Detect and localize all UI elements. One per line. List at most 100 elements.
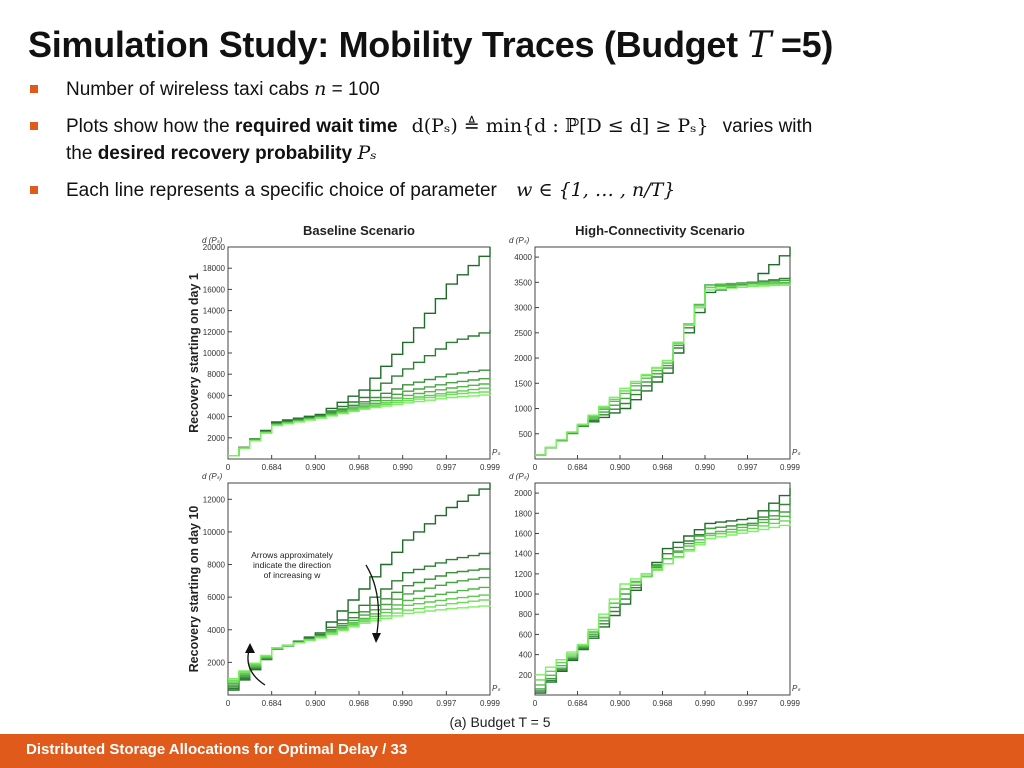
- col-title-baseline: Baseline Scenario: [303, 223, 415, 238]
- row-label-day10: Recovery starting on day 10: [187, 506, 201, 673]
- x-tick-label: 0.900: [305, 463, 326, 472]
- plot-frame: [534, 482, 791, 696]
- x-tick-label: 0.684: [567, 463, 588, 472]
- arrow-head: [245, 643, 255, 653]
- series-line: [228, 605, 491, 680]
- x-axis-label: Pₛ: [492, 684, 501, 693]
- y-tick-label: 1500: [514, 379, 532, 388]
- bullet-marker: [30, 186, 38, 194]
- y-axis-label: d (Pₛ): [509, 472, 530, 481]
- row-label-day1: Recovery starting on day 1: [187, 273, 201, 433]
- bullet-list: Number of wireless taxi cabs n = 100 Plo…: [28, 76, 998, 214]
- x-tick-label: 0: [533, 699, 538, 708]
- y-tick-label: 6000: [207, 593, 225, 602]
- x-axis-label: Pₛ: [492, 448, 501, 457]
- x-tick-label: 0.968: [349, 463, 370, 472]
- y-axis-label: d (Pₛ): [202, 236, 223, 245]
- y-tick-label: 3000: [514, 304, 532, 313]
- x-tick-label: 0.968: [349, 699, 370, 708]
- bullet-2-pre: Plots show how the: [66, 116, 235, 137]
- y-tick-label: 14000: [203, 307, 226, 316]
- x-tick-label: 0: [226, 463, 231, 472]
- y-tick-label: 10000: [203, 528, 226, 537]
- y-tick-label: 200: [519, 671, 533, 680]
- x-tick-label: 0.999: [780, 463, 801, 472]
- title-math: T: [747, 25, 772, 66]
- x-tick-label: 0.999: [480, 699, 501, 708]
- annotation-line-2: indicate the direction: [253, 560, 331, 570]
- y-tick-label: 2000: [514, 354, 532, 363]
- y-tick-label: 1000: [514, 405, 532, 414]
- x-tick-label: 0.684: [262, 463, 283, 472]
- y-tick-label: 400: [519, 651, 533, 660]
- x-tick-label: 0.990: [393, 699, 414, 708]
- bullet-2: Plots show how the required wait time d(P…: [28, 113, 998, 167]
- x-tick-label: 0.968: [652, 699, 673, 708]
- x-tick-label: 0.997: [436, 463, 457, 472]
- title-suffix: =5): [771, 24, 834, 65]
- x-tick-label: 0.684: [567, 699, 588, 708]
- x-axis-label: Pₛ: [792, 448, 801, 457]
- x-tick-label: 0: [226, 699, 231, 708]
- bullet-1-text: Number of wireless taxi cabs: [66, 79, 315, 100]
- series-line: [228, 247, 491, 457]
- x-tick-label: 0: [533, 463, 538, 472]
- series-line: [228, 329, 491, 457]
- y-tick-label: 12000: [203, 328, 226, 337]
- x-tick-label: 0.999: [480, 463, 501, 472]
- annotation-line-1: Arrows approximately: [251, 550, 333, 560]
- bullet-marker: [30, 85, 38, 93]
- y-tick-label: 12000: [203, 495, 226, 504]
- bullet-1-math: n: [314, 78, 327, 100]
- y-tick-label: 2000: [207, 434, 225, 443]
- x-tick-label: 0.990: [393, 463, 414, 472]
- col-title-high-connectivity: High-Connectivity Scenario: [575, 223, 745, 238]
- bullet-3-text: Each line represents a specific choice o…: [66, 180, 503, 201]
- y-tick-label: 1400: [514, 550, 532, 559]
- footer-bar: Distributed Storage Allocations for Opti…: [0, 734, 1024, 768]
- x-tick-label: 0.997: [737, 463, 758, 472]
- figure-caption: (a) Budget T = 5: [449, 714, 550, 730]
- y-tick-label: 20000: [203, 243, 226, 252]
- slide-title: Simulation Study: Mobility Traces (Budge…: [28, 24, 833, 66]
- y-tick-label: 1800: [514, 509, 532, 518]
- annotation-line-3: of increasing w: [264, 570, 322, 580]
- y-tick-label: 8000: [207, 370, 225, 379]
- x-tick-label: 0.900: [610, 699, 631, 708]
- x-axis-label: Pₛ: [792, 684, 801, 693]
- x-tick-label: 0.968: [652, 463, 673, 472]
- plot-frame: [227, 246, 491, 460]
- y-tick-label: 10000: [203, 349, 226, 358]
- arrow-up-right: [365, 564, 380, 640]
- y-tick-label: 2000: [207, 658, 225, 667]
- parameter-formula: w ∈ {1, … , n/T}: [516, 179, 676, 201]
- x-tick-label: 0.990: [695, 699, 716, 708]
- plot-frame: [534, 246, 791, 460]
- title-prefix: Simulation Study: Mobility Traces (Budge…: [28, 24, 748, 65]
- x-tick-label: 0.997: [436, 699, 457, 708]
- y-tick-label: 1600: [514, 529, 532, 538]
- wait-time-formula: d(Pₛ) ≜ min{d : ℙ[D ≤ d] ≥ Pₛ}: [411, 115, 709, 137]
- y-tick-label: 800: [519, 610, 533, 619]
- y-tick-label: 6000: [207, 391, 225, 400]
- bullet-marker: [30, 122, 38, 130]
- y-tick-label: 1200: [514, 570, 532, 579]
- y-tick-label: 18000: [203, 264, 226, 273]
- y-axis-label: d (Pₛ): [509, 236, 530, 245]
- x-tick-label: 0.997: [737, 699, 758, 708]
- footer-text: Distributed Storage Allocations for Opti…: [26, 741, 408, 758]
- series-line: [228, 394, 491, 457]
- arrow-head: [372, 633, 381, 643]
- x-tick-label: 0.900: [305, 699, 326, 708]
- bullet-2-line2-pre: the: [66, 143, 98, 164]
- bullet-2-line2-bold: desired recovery probability: [97, 143, 353, 164]
- y-tick-label: 2000: [514, 489, 532, 498]
- y-tick-label: 500: [519, 430, 533, 439]
- series-line: [535, 523, 791, 676]
- bullet-2-math: Pₛ: [357, 142, 377, 164]
- x-tick-label: 0.990: [695, 463, 716, 472]
- y-tick-label: 2500: [514, 329, 532, 338]
- bullet-1-tail: = 100: [326, 79, 380, 100]
- figure: Baseline Scenario High-Connectivity Scena…: [180, 215, 820, 735]
- bullet-2-post: varies with: [722, 116, 813, 137]
